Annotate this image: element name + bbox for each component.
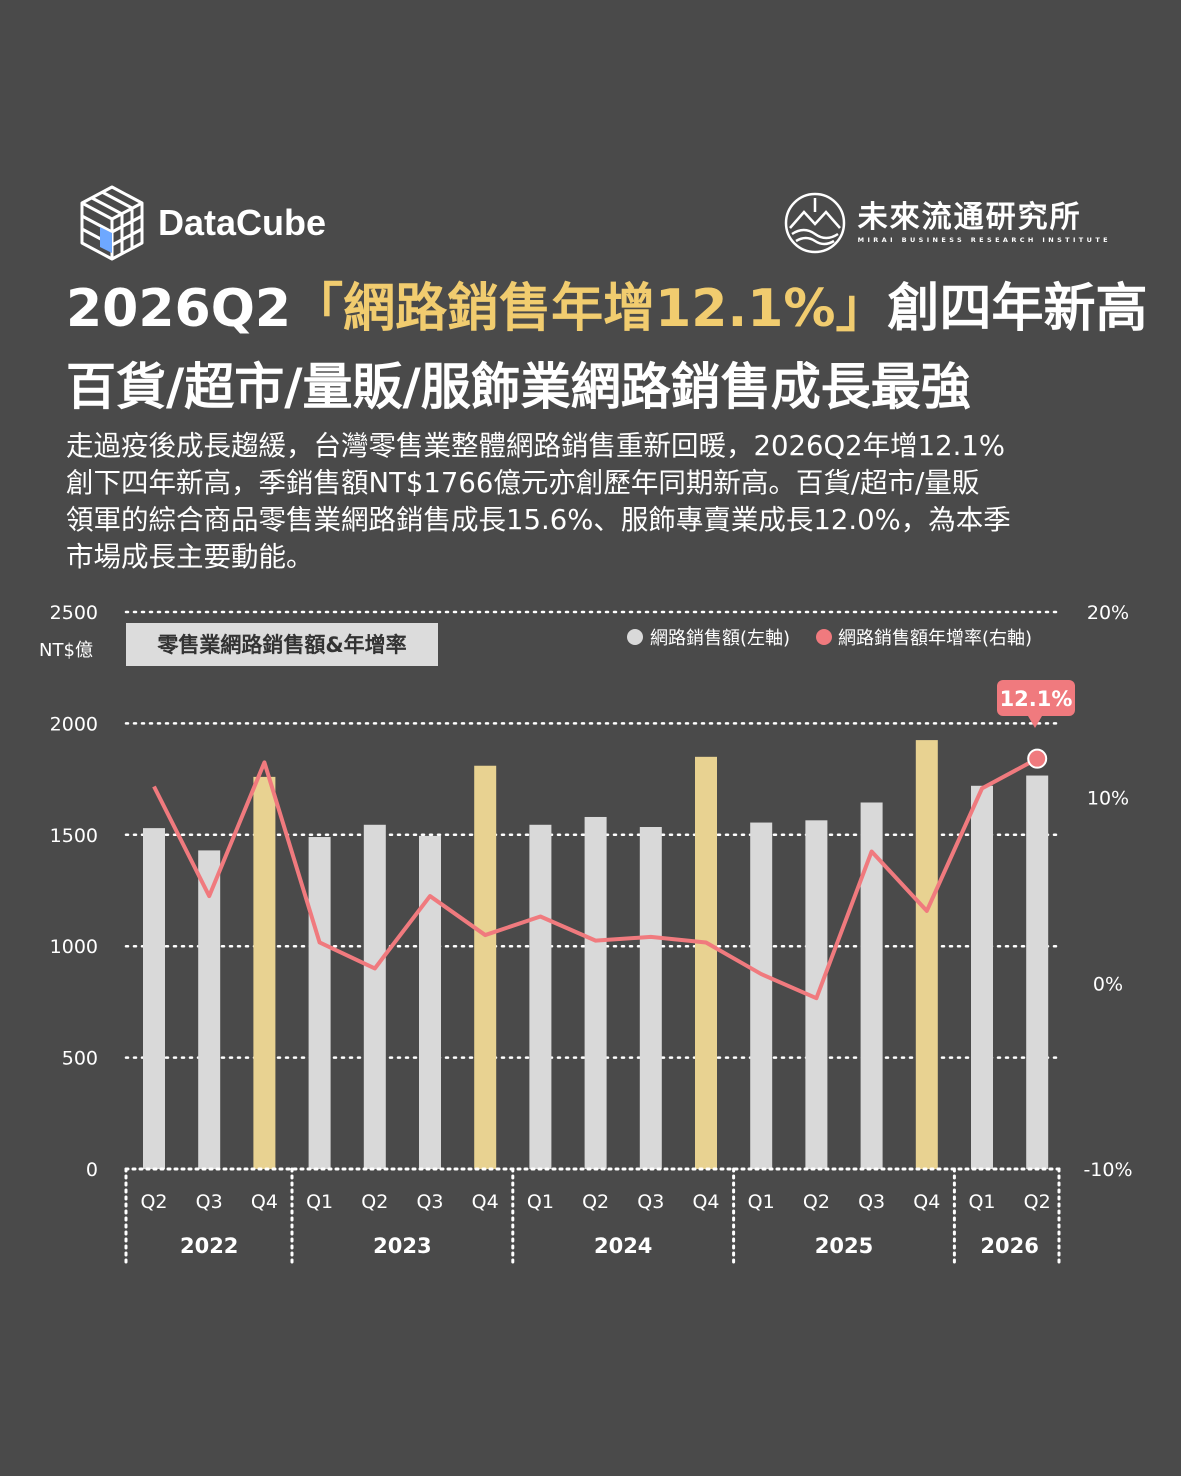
quarter-label: Q2 [803, 1191, 830, 1213]
right-tick-label: 0% [1093, 973, 1123, 995]
description-line: 領軍的綜合商品零售業網路銷售成長15.6%、服飾專賣業成長12.0%，為本季 [66, 504, 1011, 536]
headline-line2: 百貨/超市/量販/服飾業網路銷售成長最強 [66, 358, 971, 416]
sales-bar [971, 785, 993, 1169]
left-tick-label: 1500 [50, 825, 98, 847]
description: 走過疫後成長趨緩，台灣零售業整體網路銷售重新回暖，2026Q2年增12.1% 創… [66, 428, 1141, 576]
chart-title-box [126, 623, 438, 666]
sales-bar [915, 740, 938, 1169]
quarter-label: Q2 [361, 1191, 388, 1213]
sales-bar [860, 802, 883, 1169]
left-tick-label: 2000 [50, 713, 98, 735]
datacube-brand: DataCube [78, 183, 326, 263]
quarter-label: Q1 [968, 1191, 995, 1213]
quarter-label: Q2 [1024, 1191, 1051, 1213]
right-tick-label: 20% [1087, 602, 1129, 624]
year-label: 2024 [594, 1234, 652, 1258]
mirai-brand: 未來流通研究所 MIRAI BUSINESS RESEARCH INSTITUT… [782, 190, 1111, 256]
quarter-label: Q1 [748, 1191, 775, 1213]
quarter-label: Q4 [692, 1191, 719, 1213]
sales-bar [308, 837, 331, 1169]
left-axis-unit: NT$億 [39, 640, 93, 661]
description-line: 市場成長主要動能。 [66, 541, 314, 573]
headline-line1: 2026Q2「網路銷售年增12.1%」創四年新高 [66, 276, 1148, 342]
left-tick-label: 500 [62, 1048, 98, 1070]
quarter-label: Q2 [582, 1191, 609, 1213]
headline-part2: 創四年新高 [887, 279, 1148, 339]
quarter-label: Q3 [416, 1191, 443, 1213]
sales-bar [639, 827, 662, 1169]
year-label: 2026 [980, 1234, 1038, 1258]
quarter-label: Q3 [196, 1191, 223, 1213]
sales-bar [143, 828, 165, 1169]
quarter-label: Q4 [913, 1191, 940, 1213]
quarter-label: Q3 [637, 1191, 664, 1213]
quarter-label: Q3 [858, 1191, 885, 1213]
cube-grid-icon [80, 185, 144, 261]
sales-bar [198, 850, 221, 1169]
sales-chart: 0 500 1000 1500 2000 2500 -10% 0% 10% 20% Q2 Q3 Q4 Q… [39, 602, 1133, 1264]
legend-line-label: 網路銷售額年增率(右軸) [838, 628, 1032, 649]
sales-bar [419, 835, 441, 1169]
headline-part1: 2026Q2 [66, 279, 292, 339]
sales-bar [1026, 775, 1049, 1169]
year-label: 2025 [815, 1234, 873, 1258]
description-line: 走過疫後成長趨緩，台灣零售業整體網路銷售重新回暖，2026Q2年增12.1% [66, 430, 1005, 462]
sales-bar [253, 776, 276, 1169]
quarter-label: Q1 [306, 1191, 333, 1213]
headline-highlight: 「網路銷售年增12.1%」 [291, 279, 888, 339]
mirai-subtitle: MIRAI BUSINESS RESEARCH INSTITUTE [857, 236, 1111, 244]
sales-bar [363, 824, 386, 1169]
sales-bar [584, 816, 607, 1169]
callout-box [997, 680, 1075, 716]
sales-bar [529, 824, 552, 1169]
growth-rate-line [152, 756, 1039, 1001]
left-tick-label: 2500 [50, 602, 98, 624]
mirai-name: 未來流通研究所 [857, 200, 1082, 235]
latest-growth-callout: 12.1% [997, 680, 1075, 728]
quarter-label: Q1 [527, 1191, 554, 1213]
latest-growth-point [1027, 748, 1048, 769]
sales-bar [474, 765, 497, 1169]
legend-bar-swatch [627, 629, 643, 645]
sales-bar [695, 756, 717, 1169]
quarter-label: Q4 [251, 1191, 278, 1213]
mountain-circle-icon [784, 192, 845, 254]
callout-pointer [1028, 716, 1042, 728]
year-label: 2022 [180, 1234, 238, 1258]
right-tick-label: -10% [1083, 1159, 1132, 1181]
legend-line-swatch [816, 629, 832, 645]
left-tick-label: 0 [86, 1159, 98, 1181]
sales-bar [750, 822, 773, 1169]
left-tick-label: 1000 [50, 936, 98, 958]
year-label: 2023 [373, 1234, 431, 1258]
description-line: 創下四年新高，季銷售額NT$1766億元亦創歷年同期新高。百貨/超市/量販 [66, 467, 980, 499]
quarter-label: Q4 [472, 1191, 499, 1213]
right-tick-label: 10% [1087, 788, 1129, 810]
legend-bar-label: 網路銷售額(左軸) [650, 628, 790, 649]
quarter-label: Q2 [140, 1191, 167, 1213]
datacube-wordmark: DataCube [158, 202, 327, 243]
callout-label: 12.1% [1000, 687, 1073, 711]
chart-title: 零售業網路銷售額&年增率 [156, 633, 406, 657]
